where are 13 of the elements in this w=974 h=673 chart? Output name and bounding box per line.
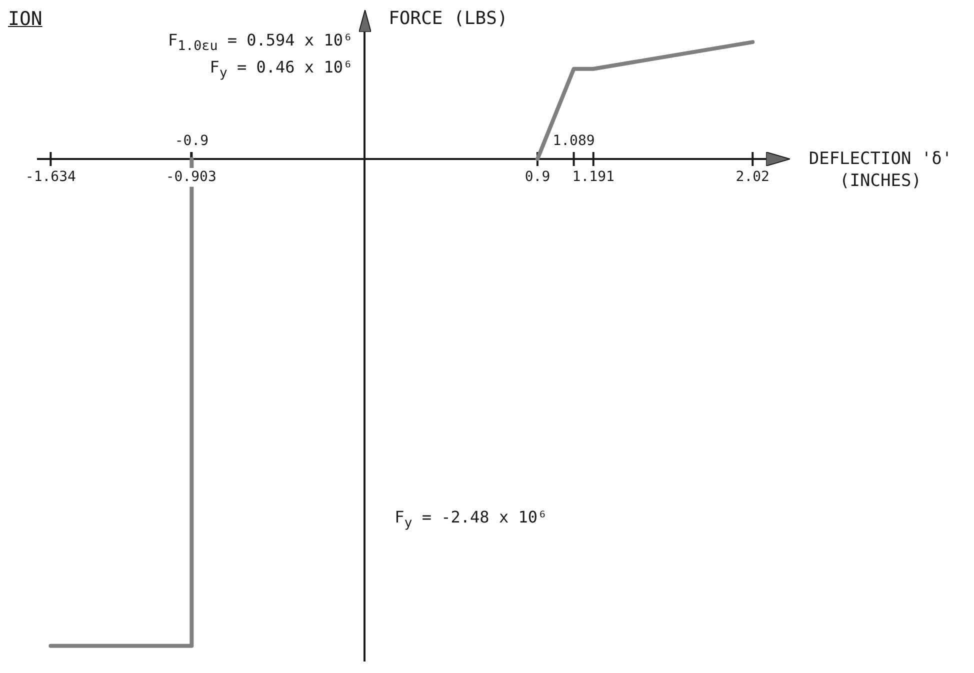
annotation: F$_{y}$ = 0.46 x 10⁶ [210, 58, 353, 81]
x-tick-label: -0.903 [166, 168, 216, 185]
x-axis-title: DEFLECTION 'δ' (INCHES) [808, 148, 954, 192]
x-tick-label: -1.634 [25, 168, 76, 185]
x2-tick-label: -0.9 [174, 132, 209, 149]
annotation: F$_{y}$ = -2.48 x 10⁶ [394, 508, 548, 532]
x-tick-label: 1.191 [572, 168, 614, 185]
chart-title: ION [8, 8, 42, 30]
x2-tick-label: 1.089 [552, 132, 595, 149]
x-tick-label: 2.02 [736, 168, 770, 185]
x-tick-label: 0.9 [524, 168, 550, 185]
y-axis-title: FORCE (LBS) [388, 8, 508, 30]
annotation: F$_{1.0εu}$ = 0.594 x 10⁶ [168, 30, 353, 54]
